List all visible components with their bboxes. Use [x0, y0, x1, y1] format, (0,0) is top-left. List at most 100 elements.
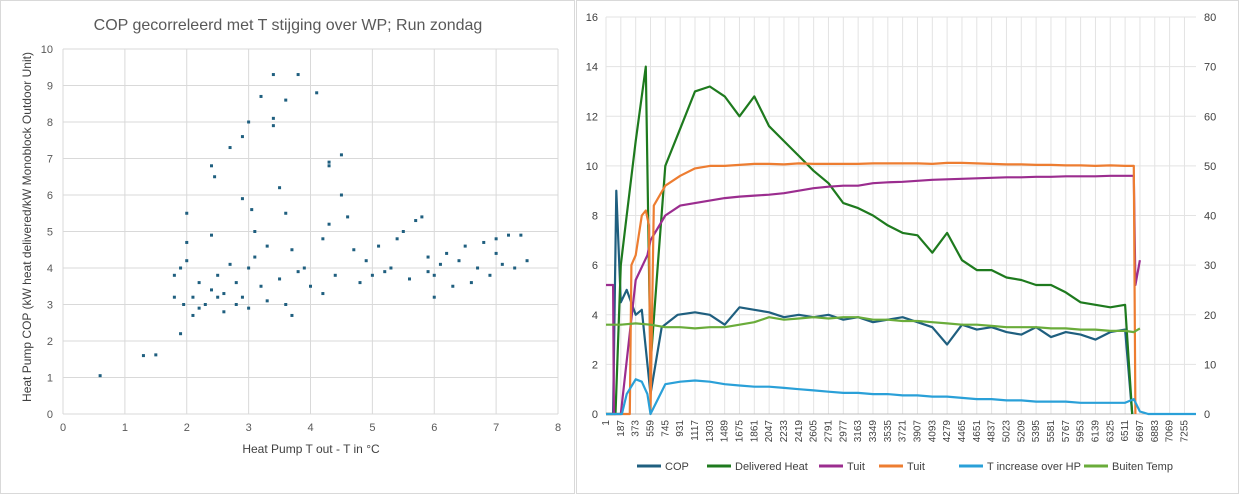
x-tick-label: 1675 [734, 420, 745, 443]
data-point [265, 244, 269, 248]
y-axis-tick-labels: 0 2 4 6 8 10 12 14 16 0 10 20 30 40 50 60 70 80 [586, 12, 1217, 421]
x-tick-label: 1 [122, 422, 128, 434]
axis-tick-labels: 0 1 2 3 4 5 6 7 8 0 1 2 3 4 5 6 7 8 9 10 [41, 44, 561, 434]
x-tick-label: 1861 [749, 420, 760, 443]
right-y-tick-label: 60 [1204, 111, 1216, 123]
left-y-tick-label: 6 [592, 260, 598, 272]
data-point [315, 91, 319, 95]
data-point [234, 303, 238, 306]
y-tick-label: 7 [47, 154, 53, 166]
data-point [271, 73, 275, 77]
y-axis-label: Heat Pump COP (kW heat delivered/kW Mono… [20, 52, 34, 402]
data-point [271, 124, 275, 128]
right-y-tick-label: 80 [1204, 12, 1216, 24]
data-point [216, 295, 220, 299]
data-point [339, 193, 343, 197]
series-line [606, 65, 1134, 416]
data-point [278, 186, 282, 190]
data-point [395, 237, 399, 241]
data-point [210, 233, 213, 237]
x-tick-label: 5 [369, 422, 375, 434]
x-tick-label: 5209 [1016, 420, 1027, 443]
data-point [432, 295, 436, 299]
x-tick-label: 6511 [1120, 420, 1131, 442]
x-tick-label: 4837 [987, 420, 998, 443]
data-point [414, 219, 418, 223]
x-tick-label: 373 [631, 420, 642, 437]
right-y-tick-label: 30 [1204, 260, 1216, 272]
data-point [240, 295, 244, 299]
data-point [476, 266, 480, 270]
x-tick-label: 6 [431, 422, 437, 434]
data-point [507, 233, 510, 237]
legend-label: T increase over HP [987, 461, 1081, 473]
x-tick-label: 6139 [1090, 420, 1101, 443]
data-point [278, 277, 282, 281]
x-tick-label: 1303 [705, 420, 716, 443]
right-y-tick-label: 20 [1204, 310, 1216, 322]
data-point [210, 288, 213, 292]
data-point [327, 164, 331, 168]
legend-label: Delivered Heat [735, 461, 808, 473]
data-point [203, 303, 207, 306]
data-point [401, 230, 405, 233]
series-line [606, 316, 1141, 334]
data-point [284, 211, 288, 215]
data-point [185, 259, 189, 263]
data-point [247, 120, 251, 124]
y-tick-label: 8 [47, 117, 53, 129]
data-point [228, 262, 232, 266]
x-tick-label: 0 [60, 422, 66, 434]
x-tick-label: 3535 [883, 420, 894, 443]
data-point [284, 98, 288, 102]
x-tick-label: 5953 [1076, 420, 1087, 443]
data-point [234, 281, 238, 285]
x-tick-label: 7255 [1179, 420, 1190, 443]
x-tick-label: 5023 [1001, 420, 1012, 443]
data-point [494, 237, 498, 241]
data-point [185, 240, 189, 244]
x-tick-label: 8 [555, 422, 561, 434]
data-point [154, 353, 158, 357]
data-point [290, 313, 294, 317]
data-point [240, 197, 244, 201]
left-y-tick-label: 12 [586, 111, 598, 123]
data-point [352, 248, 356, 252]
x-tick-label: 3163 [853, 420, 864, 443]
x-axis-tick-labels: 1 187 373 559 745 931 1117 1303 1489 1675 1861 2047… [601, 420, 1190, 443]
gridlines [605, 16, 1196, 415]
x-tick-label: 7 [493, 422, 499, 434]
x-tick-label: 4465 [957, 420, 968, 443]
x-tick-label: 6325 [1105, 420, 1116, 443]
data-point [210, 164, 213, 168]
timeseries-chart-panel: 0 2 4 6 8 10 12 14 16 0 10 20 30 40 50 60 70 80 1 187 373 55… [576, 0, 1239, 494]
y-tick-label: 2 [47, 336, 53, 348]
x-tick-label: 745 [660, 420, 671, 437]
x-tick-label: 2047 [764, 420, 775, 443]
data-point [408, 277, 411, 281]
left-y-tick-label: 14 [586, 62, 598, 74]
left-y-tick-label: 4 [592, 310, 598, 322]
data-point [463, 244, 467, 248]
data-point [228, 146, 232, 150]
data-point [494, 251, 498, 255]
x-tick-label: 559 [645, 420, 656, 437]
x-tick-label: 3907 [912, 420, 923, 443]
x-tick-label: 5767 [1061, 420, 1072, 443]
data-point [179, 266, 183, 270]
data-point [250, 208, 254, 212]
x-tick-label: 1489 [720, 420, 731, 443]
left-y-tick-label: 8 [592, 211, 598, 223]
x-tick-label: 2 [184, 422, 190, 434]
data-point [389, 266, 393, 270]
x-tick-label: 2791 [823, 420, 834, 443]
y-tick-label: 4 [47, 263, 53, 275]
x-tick-label: 6883 [1150, 420, 1161, 443]
data-point [346, 215, 350, 219]
data-point [339, 153, 343, 157]
right-y-tick-label: 0 [1204, 409, 1210, 421]
data-point [513, 266, 517, 270]
x-tick-label: 6697 [1135, 420, 1146, 443]
data-point [333, 273, 337, 277]
